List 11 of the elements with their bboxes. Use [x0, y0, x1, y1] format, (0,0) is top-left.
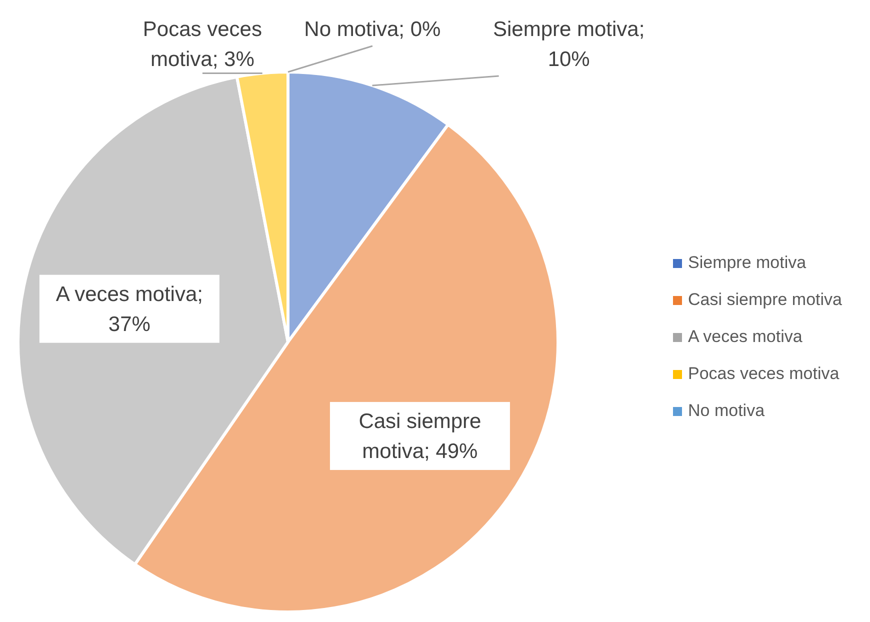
legend-label: Casi siempre motiva	[688, 290, 842, 310]
data-label: A veces motiva; 37%	[56, 282, 203, 336]
pie-slice	[235, 70, 290, 344]
legend-label: Pocas veces motiva	[688, 364, 840, 384]
data-label: Casi siempre motiva; 49%	[358, 410, 482, 463]
data-label: Pocas veces motiva; 3%	[142, 18, 262, 71]
legend-label: Siempre motiva	[688, 253, 806, 273]
data-label: Siempre motiva; 10%	[492, 18, 645, 71]
legend-label: A veces motiva	[688, 327, 802, 347]
text: No motiva; 0%	[304, 18, 441, 41]
legend-label: No motiva	[688, 401, 765, 421]
